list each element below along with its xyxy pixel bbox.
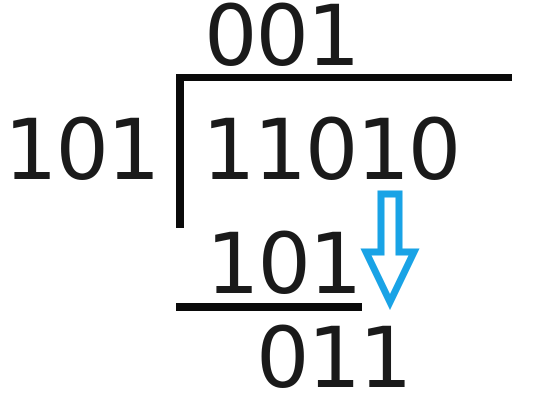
quotient: 001 [204,0,360,85]
arrow-down-outline-icon [360,190,420,310]
division-bracket-top [176,74,512,81]
dividend: 11010 [202,101,461,199]
arrow-down-outline-shape [360,190,420,310]
subtraction-line [176,303,362,311]
divisor: 101 [4,101,160,199]
remainder: 011 [256,309,412,407]
division-bracket-side [176,74,184,228]
subtrahend: 101 [206,215,362,313]
